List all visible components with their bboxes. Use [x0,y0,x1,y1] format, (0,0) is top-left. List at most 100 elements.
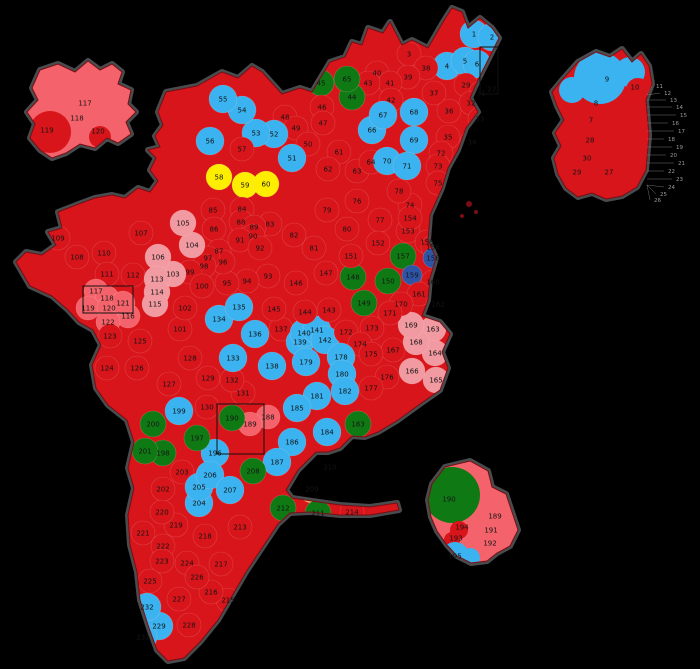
constituency-region[interactable] [195,460,225,490]
constituency-region[interactable] [436,98,462,124]
constituency-region[interactable] [261,296,287,322]
constituency-region[interactable] [397,205,423,231]
constituency-region[interactable] [218,404,246,432]
constituency-region[interactable] [194,394,220,420]
constituency-region[interactable] [310,110,336,136]
constituency-region[interactable] [338,243,364,269]
party-patch[interactable] [626,78,650,102]
constituency-region[interactable] [176,612,202,638]
constituency-region[interactable] [334,216,360,242]
constituency-region[interactable] [214,270,240,296]
constituency-region[interactable] [141,290,169,318]
constituency-region[interactable] [208,551,234,577]
constituency-region[interactable] [399,97,429,127]
constituency-region[interactable] [397,311,425,339]
constituency-region[interactable] [97,323,123,349]
constituency-region[interactable] [255,263,281,289]
constituency-region[interactable] [421,80,447,106]
constituency-region[interactable] [208,84,238,114]
constituency-region[interactable] [252,170,280,198]
constituency-region[interactable] [281,222,307,248]
constituency-region[interactable] [257,351,287,381]
constituency-region[interactable] [344,188,370,214]
constituency-region[interactable] [392,151,422,181]
constituency-region[interactable] [172,295,198,321]
constituency-region[interactable] [479,76,504,102]
constituency-region[interactable] [386,178,412,204]
constituency-region[interactable] [326,139,352,165]
constituency-region[interactable] [177,345,203,371]
constituency-region[interactable] [64,244,90,270]
constituency-region[interactable] [365,230,391,256]
constituency-region[interactable] [239,457,267,485]
party-patch[interactable] [424,467,480,523]
constituency-region[interactable] [333,65,361,93]
constituency-region[interactable] [367,207,393,233]
constituency-region[interactable] [169,209,197,237]
constituency-region[interactable] [358,375,384,401]
constituency-region[interactable] [149,548,175,574]
constituency-region[interactable] [292,299,318,325]
constituency-region[interactable] [229,136,255,162]
constituency-region[interactable] [139,410,167,438]
constituency-region[interactable] [277,427,307,457]
constituency-region[interactable] [195,365,221,391]
constituency-region[interactable] [344,410,372,438]
constituency-region[interactable] [380,337,406,363]
constituency-region[interactable] [166,586,192,612]
constituency-region[interactable] [169,459,195,485]
constituency-region[interactable] [205,163,233,191]
constituency-region[interactable] [301,235,327,261]
constituency-region[interactable] [227,514,253,540]
constituency-region[interactable] [330,376,360,406]
constituency-region[interactable] [358,341,384,367]
constituency-region[interactable] [201,216,227,242]
constituency-region[interactable] [247,235,273,261]
party-patch[interactable] [477,503,509,535]
constituency-region[interactable] [215,475,245,505]
constituency-region[interactable] [128,220,154,246]
constituency-region[interactable] [184,564,210,590]
constituency-region[interactable] [291,347,321,377]
constituency-region[interactable] [198,579,224,605]
party-patch[interactable] [29,111,71,153]
constituency-region[interactable] [189,273,215,299]
constituency-region[interactable] [195,126,225,156]
constituency-region[interactable] [283,270,309,296]
constituency-region[interactable] [399,125,429,155]
constituency-region[interactable] [131,437,159,465]
constituency-region[interactable] [312,417,342,447]
constituency-region[interactable] [110,290,136,316]
constituency-region[interactable] [94,355,120,381]
constituency-region[interactable] [269,494,297,522]
constituency-region[interactable] [316,297,342,323]
constituency-region[interactable] [137,568,163,594]
constituency-region[interactable] [127,328,153,354]
constituency-region[interactable] [167,316,193,342]
party-patch[interactable] [559,77,585,103]
constituency-region[interactable] [368,100,398,130]
constituency-region[interactable] [389,242,417,270]
constituency-region[interactable] [282,393,312,423]
constituency-region[interactable] [313,260,339,286]
constituency-region[interactable] [150,476,176,502]
party-patch[interactable] [460,548,480,568]
constituency-region[interactable] [120,262,146,288]
constituency-region[interactable] [75,295,101,321]
constituency-region[interactable] [183,424,211,452]
constituency-region[interactable] [316,453,344,481]
constituency-region[interactable] [130,520,156,546]
constituency-region[interactable] [262,447,292,477]
constituency-region[interactable] [315,156,341,182]
constituency-region[interactable] [350,289,378,317]
constituency-region[interactable] [149,499,175,525]
constituency-region[interactable] [124,355,150,381]
party-patch[interactable] [574,52,626,104]
party-patch[interactable] [479,533,499,553]
constituency-region[interactable] [277,143,307,173]
constituency-region[interactable] [156,371,182,397]
constituency-region[interactable] [218,343,248,373]
constituency-region[interactable] [240,319,270,349]
constituency-region[interactable] [377,300,403,326]
constituency-region[interactable] [91,240,117,266]
